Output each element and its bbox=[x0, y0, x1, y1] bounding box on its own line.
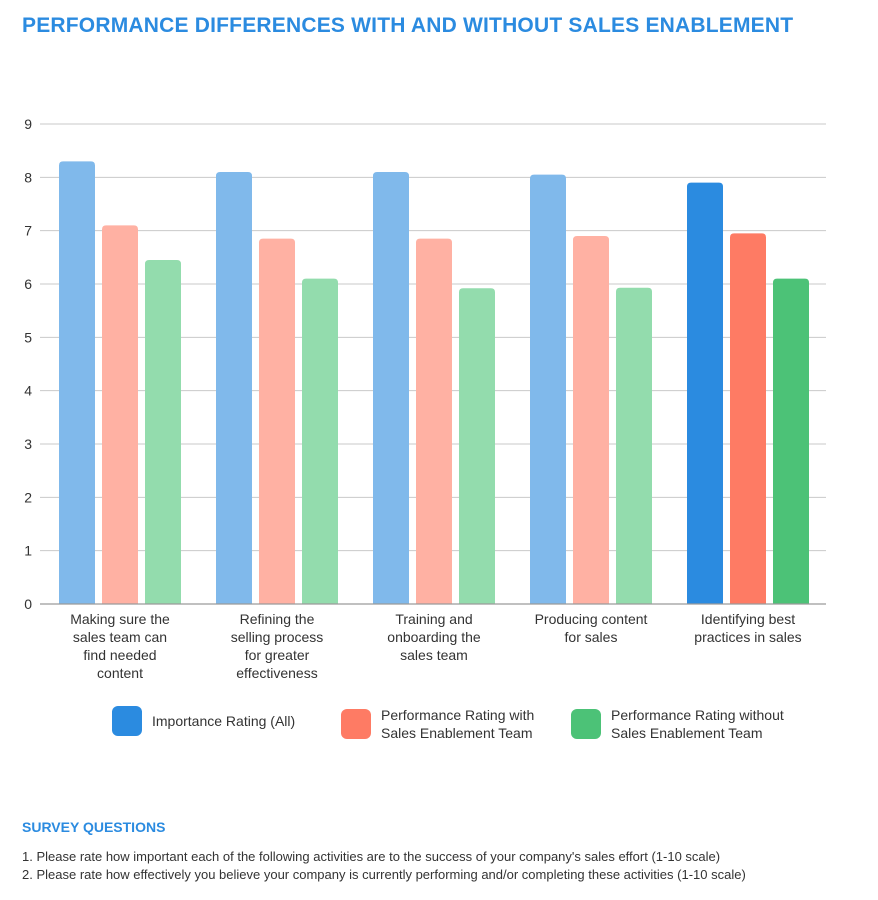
survey-questions-heading: SURVEY QUESTIONS bbox=[22, 819, 166, 835]
bar-with-team-5 bbox=[730, 233, 766, 605]
y-tick-label: 8 bbox=[24, 169, 32, 185]
bar-with-team-1 bbox=[102, 225, 138, 605]
legend-swatch-without-team bbox=[571, 709, 601, 739]
y-tick-label: 1 bbox=[24, 543, 32, 559]
x-category-label-3: Training and onboarding the sales team bbox=[387, 611, 481, 663]
survey-question-1: 1. Please rate how important each of the… bbox=[22, 849, 721, 864]
bar-importance-5 bbox=[687, 182, 723, 604]
legend-label-without-team: Performance Rating without Sales Enablem… bbox=[611, 707, 784, 741]
bar-with-team-3 bbox=[416, 238, 452, 604]
bar-without-team-5 bbox=[773, 278, 809, 604]
y-axis-ticks: 0 1 2 3 4 5 6 7 8 9 bbox=[24, 116, 32, 612]
y-tick-label: 4 bbox=[24, 383, 32, 399]
y-tick-label: 9 bbox=[24, 116, 32, 132]
legend-item-without-team: Performance Rating without Sales Enablem… bbox=[571, 706, 784, 742]
bar-with-team-4 bbox=[573, 236, 609, 604]
bar-importance-1 bbox=[59, 161, 95, 605]
x-category-label-5: Identifying best practices in sales bbox=[694, 611, 802, 645]
bar-importance-4 bbox=[530, 174, 566, 604]
y-tick-label: 6 bbox=[24, 276, 32, 292]
bar-with-team-2 bbox=[259, 238, 295, 604]
y-tick-label: 5 bbox=[24, 329, 32, 345]
chart-title: PERFORMANCE DIFFERENCES WITH AND WITHOUT… bbox=[22, 14, 794, 37]
survey-question-2: 2. Please rate how effectively you belie… bbox=[22, 867, 746, 882]
x-category-label-4: Producing content for sales bbox=[534, 611, 648, 645]
x-category-label-2: Refining the selling process for greater… bbox=[230, 611, 324, 681]
bar-without-team-4 bbox=[616, 287, 652, 604]
y-tick-label: 0 bbox=[24, 596, 32, 612]
legend: Importance Rating (All) Performance Rati… bbox=[0, 704, 878, 744]
bar-chart: 0 1 2 3 4 5 6 7 8 9 bbox=[24, 116, 826, 612]
survey-questions-list: 1. Please rate how important each of the… bbox=[22, 848, 746, 884]
bar-importance-2 bbox=[216, 172, 252, 604]
legend-item-importance: Importance Rating (All) bbox=[112, 706, 295, 736]
legend-label-with-team: Performance Rating with Sales Enablement… bbox=[381, 707, 535, 741]
legend-swatch-with-team bbox=[341, 709, 371, 739]
bars bbox=[59, 161, 809, 605]
bar-without-team-2 bbox=[302, 278, 338, 604]
y-tick-label: 2 bbox=[24, 489, 32, 505]
bar-without-team-3 bbox=[459, 288, 495, 604]
legend-item-with-team: Performance Rating with Sales Enablement… bbox=[341, 706, 534, 742]
bar-importance-3 bbox=[373, 172, 409, 604]
y-tick-label: 7 bbox=[24, 223, 32, 239]
legend-swatch-importance bbox=[112, 706, 142, 736]
legend-label-importance: Importance Rating (All) bbox=[152, 713, 296, 729]
bar-without-team-1 bbox=[145, 260, 181, 604]
x-category-label-1: Making sure the sales team can find need… bbox=[70, 611, 170, 681]
y-tick-label: 3 bbox=[24, 436, 32, 452]
